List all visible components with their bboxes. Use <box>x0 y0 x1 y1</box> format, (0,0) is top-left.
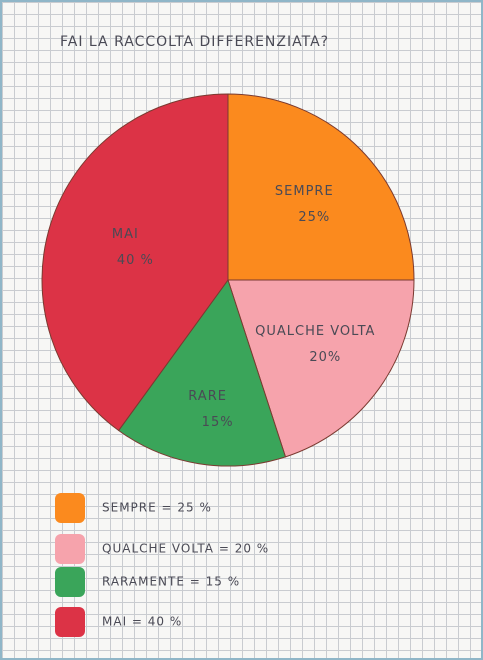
pie-slice <box>41 93 229 432</box>
chart-title: FAI LA RACCOLTA DIFFERENZIATA? <box>60 34 329 50</box>
slice-label: QUALCHE VOLTA <box>255 324 375 339</box>
pie-slice <box>227 279 415 458</box>
legend-label: QUALCHE VOLTA = 20 % <box>102 542 269 556</box>
pie-slice <box>117 278 287 467</box>
slice-value-label: 25% <box>298 210 330 225</box>
pie-slice <box>227 93 415 281</box>
slice-label: MAI <box>112 227 139 242</box>
legend-label: RARAMENTE = 15 % <box>102 575 240 589</box>
legend-swatch <box>55 534 85 564</box>
legend-swatch <box>55 607 85 637</box>
slice-value-label: 40 % <box>117 253 154 268</box>
legend-swatch <box>55 493 85 523</box>
slice-value-label: 15% <box>202 415 234 430</box>
slice-value-label: 20% <box>309 350 341 365</box>
slice-label: RARE <box>188 389 227 404</box>
legend-label: SEMPRE = 25 % <box>102 501 212 515</box>
slice-label: SEMPRE <box>275 184 334 199</box>
legend-label: MAI = 40 % <box>102 615 182 629</box>
legend-swatch <box>55 567 85 597</box>
